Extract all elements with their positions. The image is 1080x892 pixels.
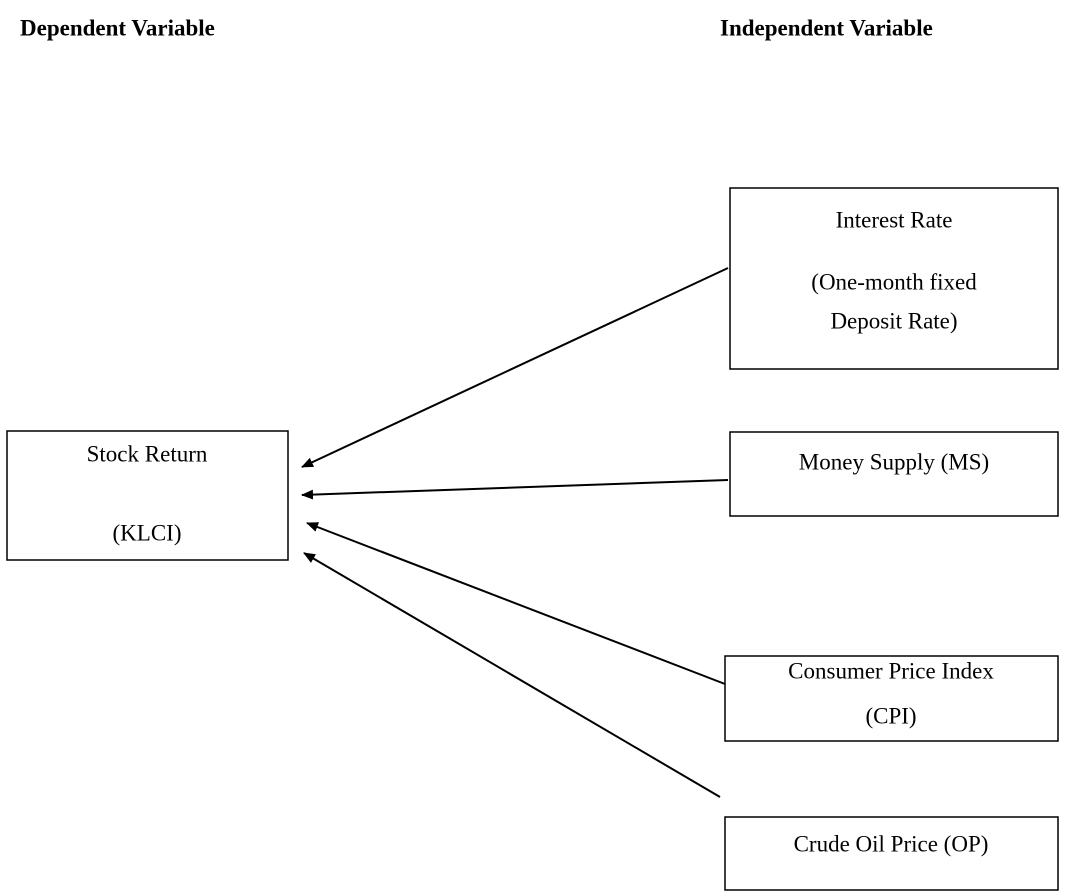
node-box: [6, 430, 289, 561]
node-label: Consumer Price Index: [788, 658, 994, 683]
arrow: [301, 267, 729, 468]
node-label: Stock Return: [87, 441, 208, 466]
node-box: [729, 431, 1059, 517]
arrow: [301, 479, 729, 500]
node-label: Deposit Rate): [830, 308, 957, 333]
node-label: Money Supply (MS): [799, 449, 989, 474]
arrow: [303, 552, 721, 798]
node-label: (One-month fixed: [811, 269, 977, 294]
node-label: Crude Oil Price (OP): [794, 831, 989, 856]
node-label: (CPI): [865, 703, 916, 728]
node-label: Interest Rate: [836, 207, 953, 232]
arrow: [306, 522, 726, 685]
node-label: (KLCI): [113, 520, 182, 545]
node-box: [724, 655, 1059, 742]
node-box: [729, 187, 1059, 370]
header-independent: Independent Variable: [720, 15, 933, 40]
node-box: [724, 816, 1059, 891]
header-dependent: Dependent Variable: [20, 15, 215, 40]
